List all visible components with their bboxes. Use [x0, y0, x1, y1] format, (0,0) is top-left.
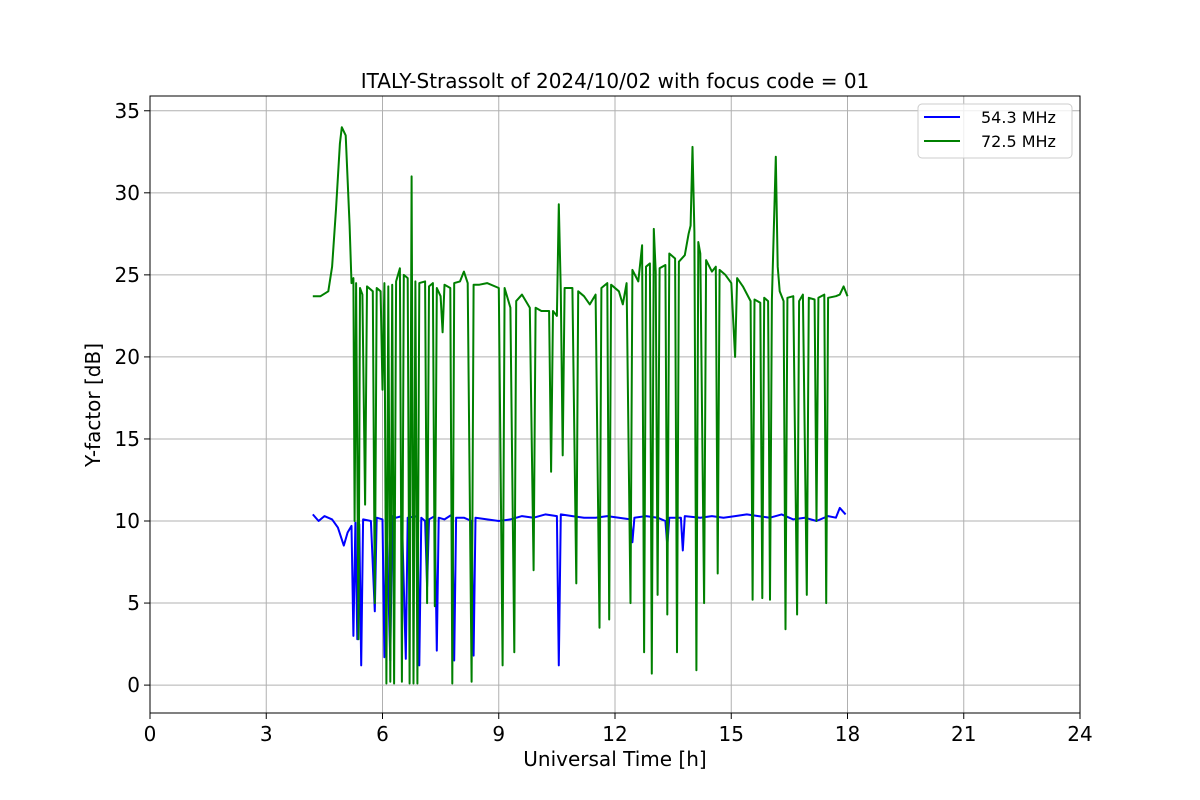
y-tick-label: 35: [115, 99, 140, 123]
x-tick-label: 9: [492, 722, 505, 746]
grid-layer: [149, 96, 1081, 713]
x-tick-label: 15: [719, 722, 744, 746]
series-line-72-5-mhz: [312, 126, 849, 685]
y-axis-title: Y-factor [dB]: [81, 343, 105, 468]
x-tick-label: 18: [835, 722, 860, 746]
tick-layer: 0 3 6 9 12 15 18 21 24 0 5 10 15 20 25 30 35: [115, 99, 1093, 746]
y-tick-label: 5: [127, 591, 140, 615]
x-tick-label: 21: [951, 722, 976, 746]
x-tick-label: 12: [602, 722, 627, 746]
y-tick-label: 30: [115, 181, 140, 205]
x-tick-label: 24: [1067, 722, 1092, 746]
chart-title: ITALY-Strassolt of 2024/10/02 with focus…: [361, 69, 870, 93]
y-tick-label: 10: [115, 509, 140, 533]
legend-label-54-3-mhz: 54.3 MHz: [981, 108, 1056, 127]
legend: 54.3 MHz 72.5 MHz: [917, 103, 1073, 159]
y-tick-label: 15: [115, 427, 140, 451]
y-tick-label: 0: [127, 673, 140, 697]
y-tick-label: 20: [115, 345, 140, 369]
legend-label-72-5-mhz: 72.5 MHz: [981, 132, 1056, 151]
x-tick-label: 6: [376, 722, 389, 746]
y-tick-label: 25: [115, 263, 140, 287]
series-layer: [312, 126, 849, 685]
x-tick-label: 0: [144, 722, 157, 746]
x-tick-label: 3: [260, 722, 273, 746]
x-axis-title: Universal Time [h]: [523, 747, 706, 771]
